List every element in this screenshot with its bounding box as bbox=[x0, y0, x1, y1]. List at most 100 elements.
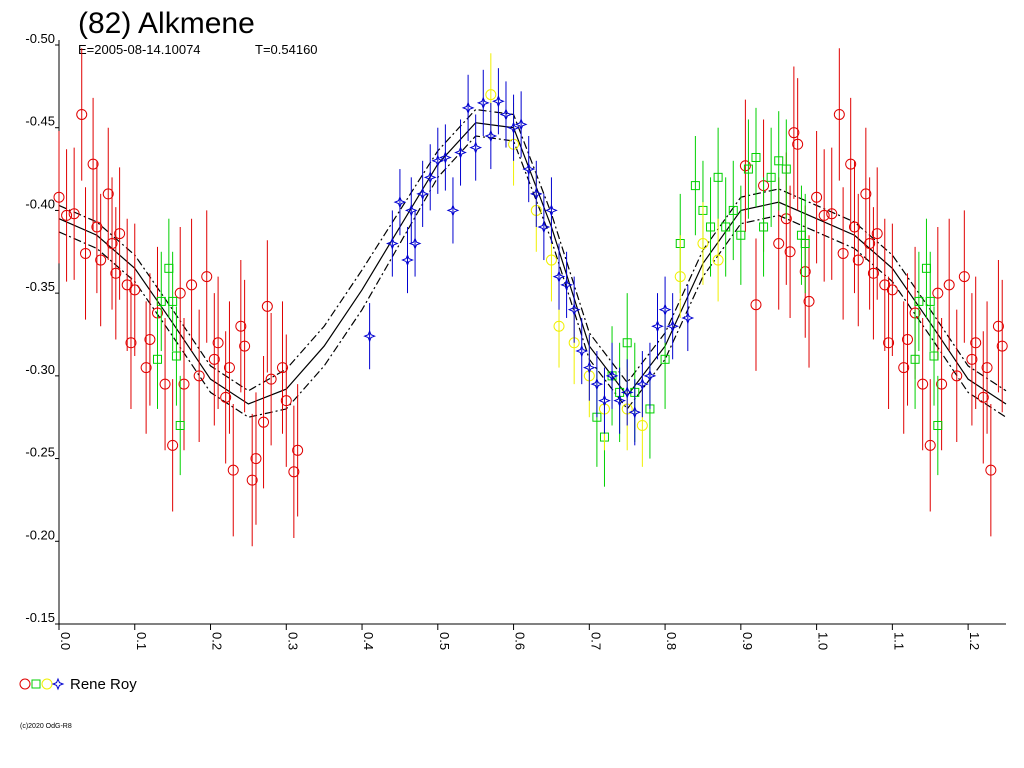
data-point bbox=[404, 204, 418, 217]
x-tick-label: 0.4 bbox=[361, 632, 376, 650]
y-tick-label: -0.30 bbox=[25, 362, 55, 377]
data-point bbox=[227, 464, 239, 476]
x-tick-label: 0.2 bbox=[210, 632, 225, 650]
fit-values bbox=[58, 122, 1007, 405]
data-point bbox=[220, 391, 232, 403]
data-point bbox=[485, 89, 497, 101]
data-point bbox=[636, 419, 648, 431]
y-tick-label: -0.40 bbox=[25, 196, 55, 211]
data-point bbox=[992, 320, 1004, 332]
data-point bbox=[845, 158, 857, 170]
data-point bbox=[125, 337, 137, 349]
data-point bbox=[288, 466, 300, 478]
data-point bbox=[848, 221, 860, 233]
data-point bbox=[102, 188, 114, 200]
footer: (c)2020 OdG-R8 bbox=[20, 723, 72, 730]
data-point bbox=[811, 191, 823, 203]
data-point bbox=[469, 141, 483, 154]
data-point bbox=[929, 351, 939, 361]
data-point bbox=[966, 353, 978, 365]
data-point bbox=[159, 378, 171, 390]
data-point bbox=[114, 228, 126, 240]
data-point bbox=[933, 420, 943, 430]
data-point bbox=[250, 453, 262, 465]
data-point bbox=[605, 369, 619, 383]
x-tick-label: 0.9 bbox=[740, 632, 755, 650]
data-point bbox=[886, 284, 898, 296]
data-point bbox=[970, 337, 982, 349]
data-point bbox=[201, 271, 213, 283]
data-point bbox=[408, 237, 422, 250]
data-point bbox=[552, 270, 566, 283]
data-point bbox=[826, 208, 838, 220]
data-point bbox=[174, 287, 186, 299]
y-tick-label: -0.35 bbox=[25, 279, 55, 294]
data-point bbox=[996, 340, 1008, 352]
data-point bbox=[537, 220, 551, 234]
x-tick-label: 0.6 bbox=[513, 632, 528, 650]
data-point bbox=[898, 362, 910, 374]
data-point bbox=[167, 439, 179, 451]
x-tick-label: 0.7 bbox=[588, 632, 603, 650]
data-point bbox=[385, 237, 399, 250]
data-point bbox=[666, 319, 680, 333]
data-point bbox=[867, 267, 879, 279]
data-point bbox=[529, 187, 543, 201]
data-point bbox=[171, 351, 181, 361]
data-point bbox=[860, 188, 872, 200]
data-point bbox=[553, 320, 565, 332]
data-point bbox=[792, 138, 804, 150]
data-point bbox=[766, 172, 776, 182]
data-point bbox=[883, 337, 895, 349]
data-point bbox=[582, 361, 596, 374]
data-point bbox=[567, 303, 581, 317]
data-point bbox=[280, 395, 292, 407]
data-point bbox=[910, 354, 920, 364]
fit-upper bbox=[58, 108, 1007, 392]
data-point bbox=[461, 101, 475, 115]
data-point bbox=[156, 296, 166, 306]
data-point bbox=[739, 160, 751, 172]
data-point bbox=[721, 222, 731, 232]
x-tick-label: 0.8 bbox=[664, 632, 679, 650]
data-point bbox=[446, 204, 460, 217]
legend-marker bbox=[19, 678, 31, 690]
x-tick-label: 0.5 bbox=[437, 632, 452, 650]
data-point bbox=[936, 378, 948, 390]
epoch: E=2005-08-14.10074 bbox=[78, 42, 201, 57]
data-point bbox=[917, 378, 929, 390]
data-point bbox=[106, 238, 118, 250]
data-point bbox=[152, 354, 162, 364]
period: T=0.54160 bbox=[255, 42, 318, 57]
data-point bbox=[788, 127, 800, 139]
data-point bbox=[258, 416, 270, 428]
x-tick-label: 0.0 bbox=[58, 632, 73, 650]
data-point bbox=[545, 254, 557, 266]
y-tick-label: -0.45 bbox=[25, 114, 55, 129]
data-point bbox=[393, 195, 407, 209]
data-point bbox=[800, 239, 810, 249]
data-point bbox=[208, 353, 220, 365]
data-point bbox=[803, 295, 815, 307]
data-point bbox=[61, 209, 73, 221]
legend-label: Rene Roy bbox=[70, 676, 137, 693]
data-point bbox=[53, 191, 65, 203]
data-point bbox=[590, 377, 604, 391]
data-point bbox=[598, 394, 611, 408]
data-point bbox=[925, 296, 935, 306]
data-point bbox=[660, 354, 670, 364]
data-point bbox=[981, 362, 993, 374]
data-point bbox=[658, 303, 672, 317]
data-point bbox=[212, 337, 224, 349]
data-point bbox=[651, 319, 664, 333]
data-point bbox=[951, 370, 963, 382]
data-point bbox=[706, 222, 716, 232]
data-point bbox=[492, 94, 505, 108]
data-point bbox=[879, 279, 891, 291]
data-point bbox=[80, 247, 92, 259]
data-point bbox=[265, 373, 277, 385]
data-point bbox=[276, 362, 288, 374]
data-point bbox=[186, 279, 198, 291]
x-tick-label: 0.3 bbox=[285, 632, 300, 650]
legend-marker bbox=[31, 679, 41, 689]
